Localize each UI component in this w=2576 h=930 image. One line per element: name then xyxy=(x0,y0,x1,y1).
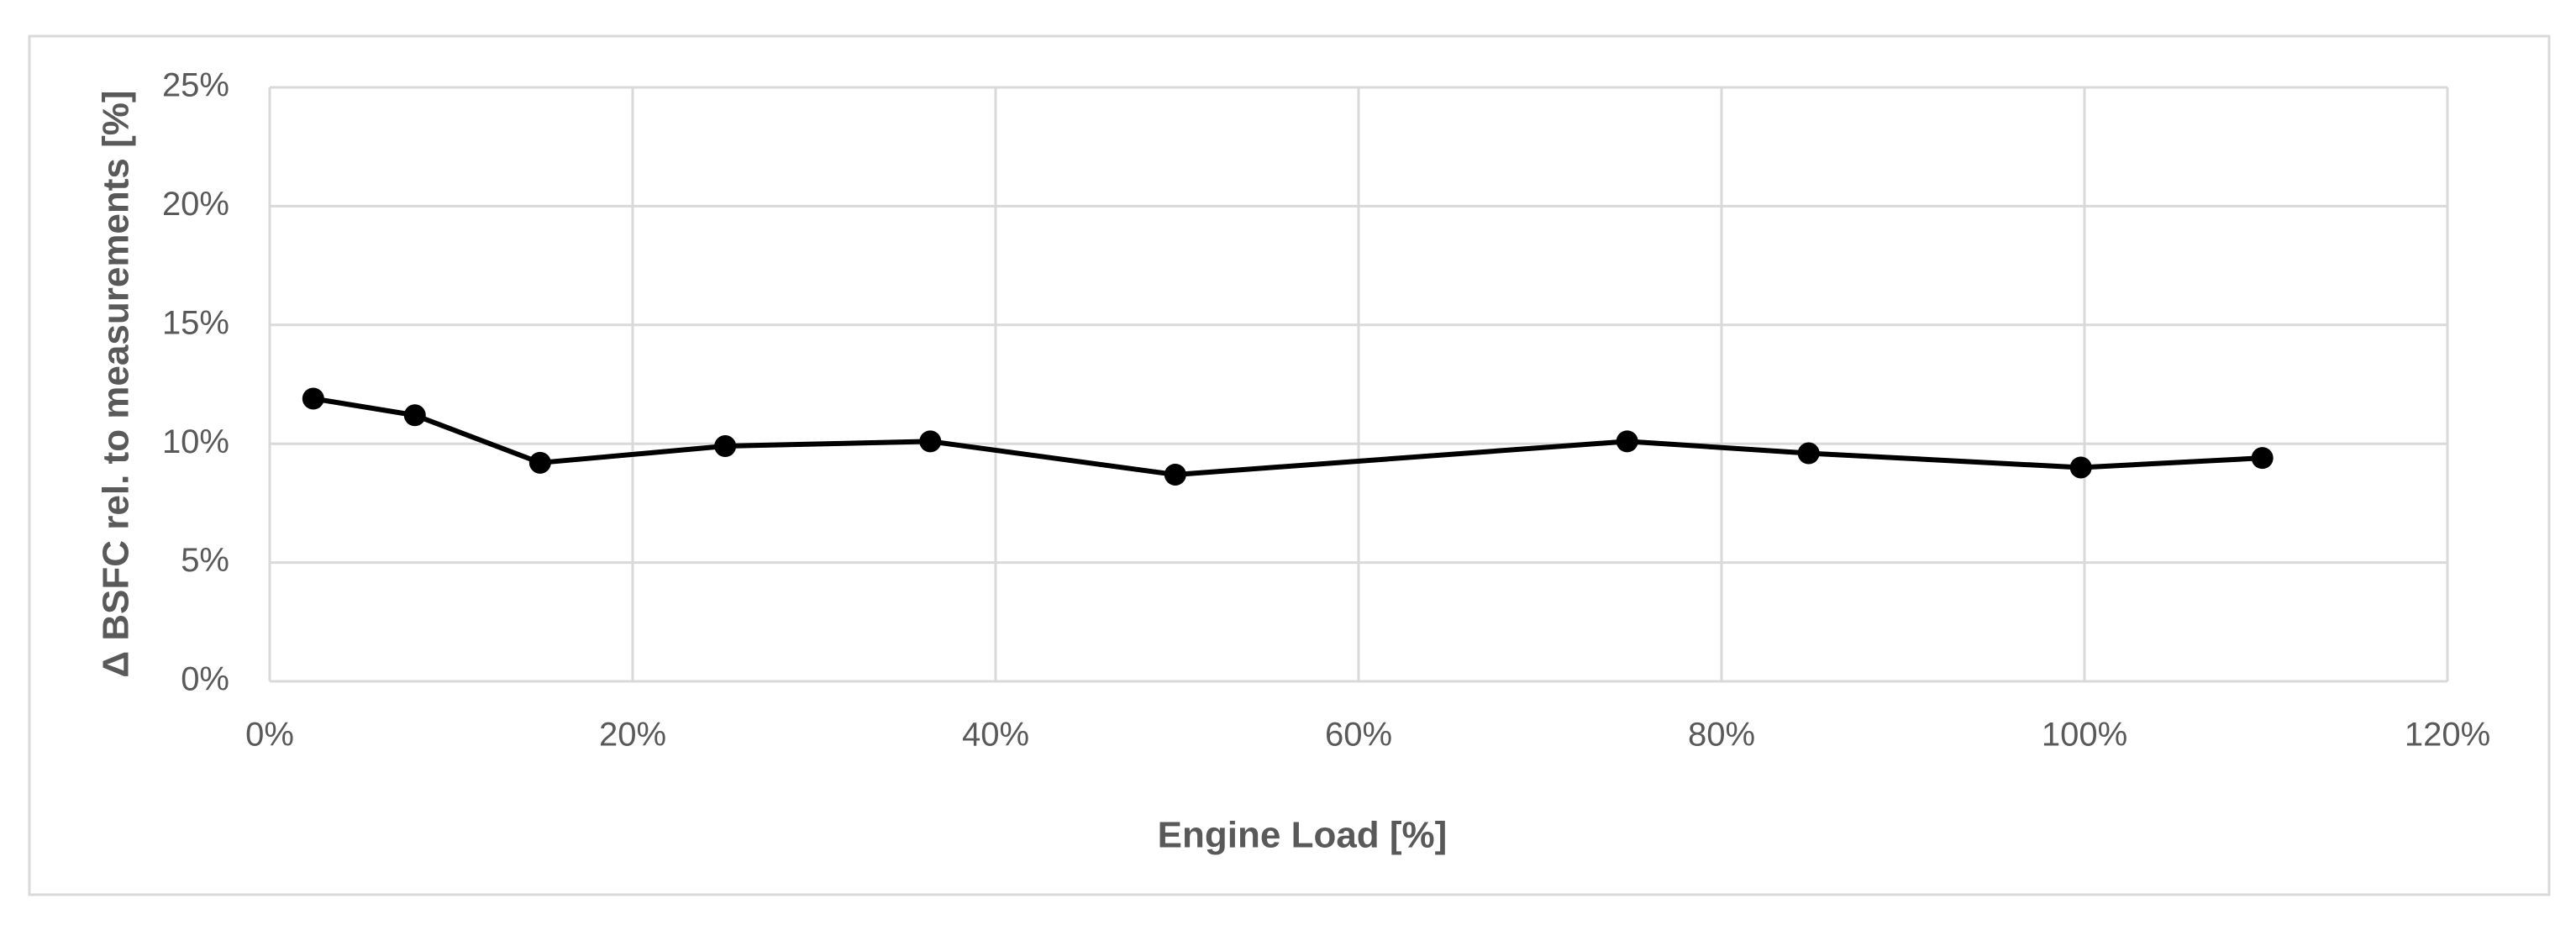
y-tick-label: 5% xyxy=(181,542,229,579)
grid xyxy=(268,86,2449,683)
x-tick-label: 20% xyxy=(599,717,666,754)
data-point xyxy=(528,451,551,474)
y-tick-label: 0% xyxy=(181,661,229,698)
data-point xyxy=(2069,456,2092,479)
data-point xyxy=(1797,442,1820,465)
data-point xyxy=(302,387,324,410)
data-point xyxy=(2251,447,2274,470)
y-tick-label: 15% xyxy=(162,304,229,341)
data-point xyxy=(403,404,426,427)
data-line xyxy=(313,396,2263,477)
data-point xyxy=(714,435,737,458)
data-point xyxy=(1616,430,1638,453)
x-axis-title: Engine Load [%] xyxy=(1158,815,1448,856)
y-tick-label: 10% xyxy=(162,423,229,460)
y-axis-title: Δ BSFC rel. to measurements [%] xyxy=(96,90,137,677)
x-tick-label: 80% xyxy=(1688,717,1755,754)
x-tick-label: 100% xyxy=(2042,717,2127,754)
x-tick-label: 120% xyxy=(2405,717,2490,754)
x-tick-label: 0% xyxy=(245,717,294,754)
x-tick-label: 60% xyxy=(1325,717,1392,754)
x-tick-label: 40% xyxy=(962,717,1029,754)
data-point xyxy=(1164,463,1186,486)
y-tick-label: 25% xyxy=(162,67,229,104)
data-point xyxy=(919,430,942,453)
y-tick-label: 20% xyxy=(162,186,229,223)
